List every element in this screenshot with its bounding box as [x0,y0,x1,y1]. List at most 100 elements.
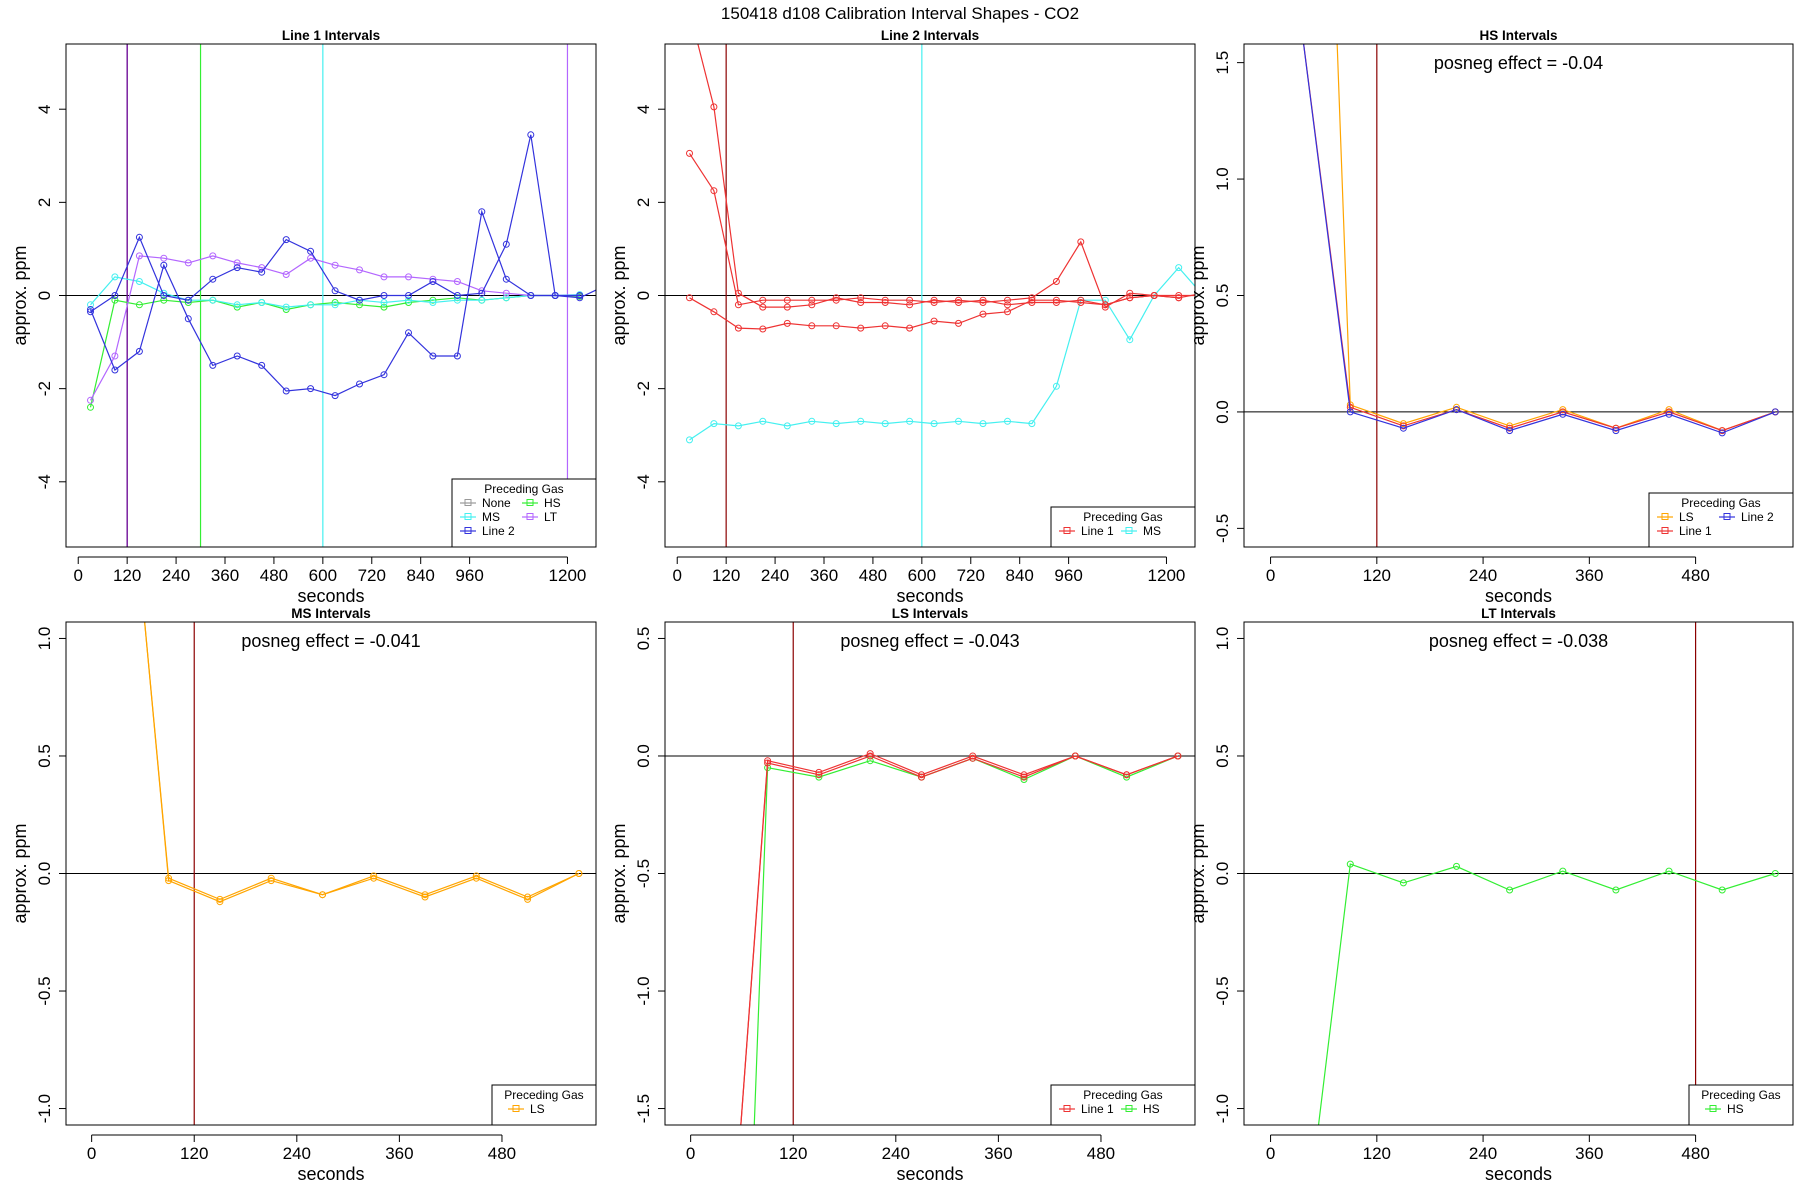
posneg-annotation: posneg effect = -0.043 [840,631,1019,651]
series-hs [1312,860,1779,1159]
data-point [1399,422,1407,430]
y-tick-label: 1.0 [1213,167,1232,191]
data-point [930,317,938,325]
legend-item: Line 2 [1719,510,1774,524]
x-tick-label: 240 [283,1144,311,1163]
data-point [881,420,889,428]
series-ls-b- [144,622,583,906]
data-point [1399,420,1407,428]
plot-frame [1243,43,1794,548]
x-tick-label: 0 [87,1144,96,1163]
data-point [405,273,412,281]
series-line-1-c- [686,292,1183,333]
data-point [866,757,874,765]
x-axis: 0 120 240 360 480 seconds [686,1134,1115,1184]
x-tick-label: 240 [162,566,190,585]
y-tick-label: -1.0 [634,976,653,1005]
data-point [551,292,559,299]
legend-label: None [482,496,511,510]
data-point [87,403,94,411]
data-point [1506,427,1514,435]
data-point [319,891,326,899]
data-point [1020,771,1028,779]
data-point [453,352,461,360]
data-point [282,271,290,278]
data-point [734,324,742,332]
y-axis-label: approx. ppm [609,245,629,345]
legend-box [491,1084,597,1126]
y-tick-label: -4 [35,474,54,489]
y-axis-label: approx. ppm [10,245,30,345]
plot-area [1244,44,1793,547]
x-tick-label: 360 [810,566,838,585]
series-line [90,134,580,313]
data-point [502,275,510,283]
data-point [881,299,889,306]
data-point [140,600,146,606]
y-tick-label: 0.0 [1213,862,1232,886]
data-point [979,310,987,318]
data-point [930,299,938,306]
data-point [429,275,437,283]
data-point [906,301,914,309]
data-point [686,436,693,444]
data-point [453,278,461,285]
data-point [1346,860,1354,868]
x-tick-label: 600 [309,566,337,585]
data-point [282,236,290,244]
data-point [87,396,94,404]
plot-area [665,44,1195,547]
data-point [405,329,412,337]
data-point [815,771,823,779]
data-point [405,292,412,299]
series-line [89,209,596,397]
data-point [783,422,791,430]
panel-title: LT Intervals [1481,606,1556,621]
x-tick-label: 120 [1363,566,1391,585]
data-point [421,893,429,901]
legend-swatch-marker [1661,513,1669,520]
legend-swatch-marker [1063,1105,1071,1112]
data-point [1077,299,1085,306]
data-point [783,296,791,304]
y-tick-label: 1.5 [1213,51,1232,75]
data-point [1312,1153,1318,1159]
x-tick-label: 480 [1681,566,1709,585]
series-line [144,622,580,901]
data-point [734,422,742,430]
data-point [1175,264,1183,272]
data-point [233,264,241,272]
x-tick-label: 960 [455,566,483,585]
data-point [380,299,388,306]
data-point [184,259,192,267]
data-point [370,874,378,882]
data-point [1175,292,1183,299]
legend-item: LS [1657,510,1694,524]
plot-area [66,44,596,547]
data-point [1559,867,1567,875]
legend-label: LS [530,1102,545,1116]
data-point [906,296,914,304]
series-line [740,752,1179,1125]
y-axis: -4 -2 0 2 4 approx. ppm [609,104,666,489]
data-point [405,299,412,306]
data-point [1399,424,1407,432]
x-tick-label: 0 [686,1144,695,1163]
y-tick-label: -0.5 [35,976,54,1005]
data-point [1123,773,1131,781]
legend-label: MS [482,510,500,524]
data-point [1453,862,1460,870]
x-tick-label: 1200 [549,566,587,585]
x-tick-label: 960 [1054,566,1082,585]
legend-box [1688,1084,1794,1126]
data-point [380,273,388,281]
data-point [502,289,510,297]
data-point [1101,303,1109,311]
legend-item: Line 1 [1059,1102,1114,1116]
data-point [87,301,94,309]
data-point [453,292,461,299]
legend-title: Preceding Gas [1681,496,1760,510]
y-tick-label: -0.5 [634,859,653,888]
